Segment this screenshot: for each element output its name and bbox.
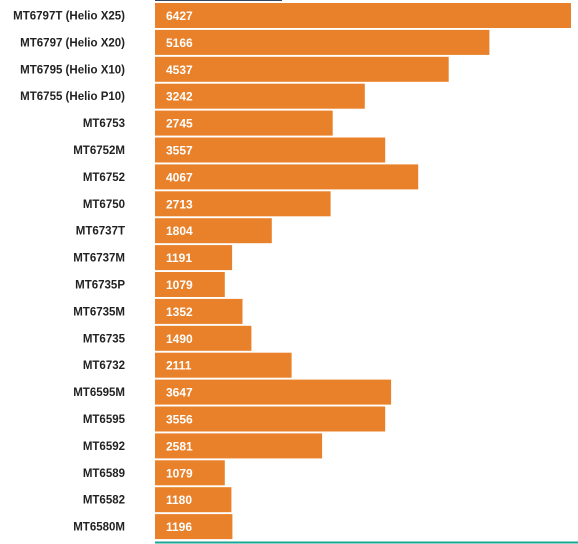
bar bbox=[155, 245, 233, 271]
category-label: MT6755 (Helio P10) bbox=[20, 91, 125, 103]
category-label: MT6737T bbox=[76, 226, 125, 238]
category-label: MT6735M bbox=[73, 306, 125, 318]
category-label: MT6737M bbox=[73, 253, 125, 265]
category-label: MT6797T (Helio X25) bbox=[13, 11, 125, 23]
category-label: MT6732 bbox=[83, 360, 125, 372]
value-labels: 6427 5166 4537 3242 2745 3557 4067 2713 1804 1191… bbox=[166, 9, 193, 534]
category-label: MT6752 bbox=[83, 172, 125, 184]
bar bbox=[155, 379, 392, 405]
bar bbox=[155, 352, 292, 378]
value-label: 2745 bbox=[166, 117, 193, 131]
category-label: MT6735P bbox=[75, 280, 125, 292]
bar bbox=[155, 298, 243, 324]
bar bbox=[155, 3, 571, 28]
bars-group bbox=[155, 3, 571, 540]
bar bbox=[155, 325, 252, 351]
value-label: 2111 bbox=[166, 359, 192, 373]
value-label: 5166 bbox=[166, 36, 193, 50]
value-label: 1191 bbox=[166, 251, 192, 265]
category-label: MT6582 bbox=[83, 495, 125, 507]
value-label: 1196 bbox=[166, 520, 192, 534]
value-label: 2713 bbox=[166, 197, 193, 211]
value-label: 2581 bbox=[166, 439, 193, 453]
category-labels: MT6797T (Helio X25) MT6797 (Helio X20) MT6… bbox=[13, 11, 125, 534]
bar bbox=[155, 433, 323, 459]
value-label: 3242 bbox=[166, 90, 193, 104]
bar bbox=[155, 514, 233, 540]
value-label: 1079 bbox=[166, 278, 193, 292]
category-label: MT6592 bbox=[83, 441, 125, 453]
category-label: MT6735 bbox=[83, 333, 126, 345]
value-label: 3647 bbox=[166, 386, 193, 400]
category-label: MT6750 bbox=[83, 199, 125, 211]
value-label: 1490 bbox=[166, 332, 193, 346]
bar bbox=[155, 110, 333, 136]
bar bbox=[155, 191, 331, 217]
value-label: 3556 bbox=[166, 413, 193, 427]
bar bbox=[155, 56, 449, 82]
category-label: MT6753 bbox=[83, 118, 125, 130]
bar bbox=[155, 164, 419, 190]
category-label: MT6595 bbox=[83, 414, 126, 426]
value-label: 1352 bbox=[166, 305, 193, 319]
bar bbox=[155, 406, 386, 432]
value-label: 6427 bbox=[166, 9, 193, 23]
bar bbox=[155, 83, 365, 109]
bar bbox=[155, 460, 225, 486]
value-label: 4067 bbox=[166, 170, 193, 184]
bar bbox=[155, 29, 490, 55]
value-label: 3557 bbox=[166, 144, 193, 158]
bar bbox=[155, 487, 232, 513]
category-label: MT6580M bbox=[73, 522, 125, 534]
bar bbox=[155, 137, 386, 163]
value-label: 1804 bbox=[166, 224, 193, 238]
bar bbox=[155, 272, 225, 297]
value-label: 1180 bbox=[166, 493, 192, 507]
category-label: MT6589 bbox=[83, 468, 125, 480]
category-label: MT6752M bbox=[73, 145, 125, 157]
bar bbox=[155, 218, 272, 244]
value-label: 1079 bbox=[166, 466, 193, 480]
value-label: 4537 bbox=[166, 63, 193, 77]
category-label: MT6797 (Helio X20) bbox=[20, 37, 125, 49]
category-label: MT6795 (Helio X10) bbox=[20, 64, 125, 76]
category-label: MT6595M bbox=[73, 387, 125, 399]
